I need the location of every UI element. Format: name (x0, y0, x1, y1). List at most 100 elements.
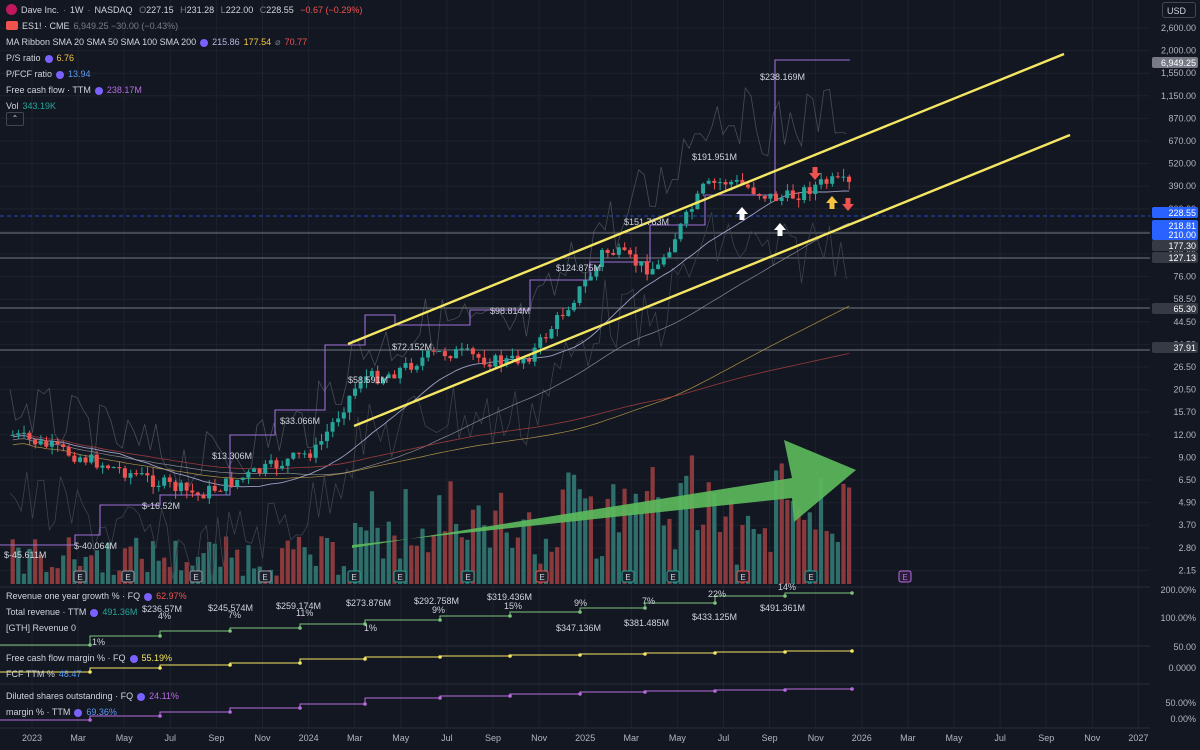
growth-arrow[interactable] (352, 440, 856, 548)
trend-channel[interactable] (347, 52, 1071, 428)
price-axis[interactable]: 2,600.00 2,000.00 1,550.00 1,150.00 870.00 67… (1150, 0, 1200, 728)
price-label-tag[interactable]: 65.30 (1152, 303, 1198, 314)
earnings-marker[interactable]: E (189, 570, 203, 583)
price-label-tag[interactable]: 6,949.25 (1152, 57, 1198, 68)
diluted-settings-icon[interactable] (137, 693, 146, 701)
time-tick[interactable]: Nov (531, 733, 548, 743)
time-tick[interactable]: May (392, 733, 410, 743)
es-legend[interactable]: ES1! · CME 6,949.25 −30.00 (−0.43%) (6, 18, 182, 34)
time-tick[interactable]: Sep (485, 733, 501, 743)
fcf-margin-legend[interactable]: Free cash flow margin % · FQ 55.19% (6, 650, 176, 666)
collapse-legend-button[interactable]: ⌃ (6, 112, 24, 126)
candle-body (768, 193, 773, 199)
time-tick[interactable]: Nov (254, 733, 271, 743)
time-tick[interactable]: 2027 (1128, 733, 1148, 743)
candle-body (38, 440, 43, 445)
earnings-box (666, 570, 680, 583)
price-tick: 520.00 (1168, 159, 1196, 169)
time-tick[interactable]: Jul (994, 733, 1006, 743)
earnings-marker[interactable]: E (736, 570, 750, 583)
currency-selector[interactable]: USD (1162, 2, 1196, 18)
pfcf-settings-icon[interactable] (56, 71, 65, 79)
candle-body (622, 247, 627, 251)
earnings-marker[interactable]: E (73, 570, 87, 583)
time-tick[interactable]: May (116, 733, 134, 743)
time-tick[interactable]: Sep (1038, 733, 1054, 743)
earnings-marker[interactable]: E (535, 570, 549, 583)
time-tick[interactable]: Mar (70, 733, 86, 743)
time-tick[interactable]: 2026 (852, 733, 872, 743)
price-label-tag[interactable]: 37.91 (1152, 342, 1198, 353)
earnings-marker[interactable]: E (258, 570, 272, 583)
earnings-marker[interactable]: E (621, 570, 635, 583)
diluted-legend[interactable]: Diluted shares outstanding · FQ 24.11% (6, 688, 183, 704)
timeframe[interactable]: 1W (70, 5, 84, 15)
earnings-marker[interactable]: E (461, 570, 475, 583)
time-tick[interactable]: 2023 (22, 733, 42, 743)
indicator-legend-pfcf[interactable]: P/FCF ratio 13.94 (6, 66, 95, 82)
candle-body (459, 348, 464, 350)
earnings-marker[interactable]: E (347, 570, 361, 583)
total-rev-settings-icon[interactable] (90, 609, 99, 617)
fcf-margin-settings-icon[interactable] (129, 655, 138, 663)
growth-arrow-shape[interactable] (352, 440, 856, 548)
time-tick[interactable]: 2024 (299, 733, 319, 743)
volume-bar (588, 496, 593, 584)
earnings-marker[interactable]: E (666, 570, 680, 583)
time-axis[interactable]: 2023 Mar May Jul Sep Nov 2024 Mar May Jul Sep Nov 20… (0, 727, 1200, 750)
time-tick[interactable]: Sep (762, 733, 778, 743)
time-tick[interactable]: Jul (165, 733, 177, 743)
ma-settings-icon[interactable] (200, 39, 209, 47)
volume-bar (465, 539, 470, 584)
time-tick[interactable]: May (669, 733, 687, 743)
price-label-tag[interactable]: 210.00 (1152, 229, 1198, 240)
time-tick[interactable]: Jul (718, 733, 730, 743)
fcf-ttm-legend[interactable]: FCF TTM % 48.47 (6, 666, 85, 682)
time-tick[interactable]: May (945, 733, 963, 743)
rev-growth-legend[interactable]: Revenue one year growth % · FQ 62.97% (6, 588, 191, 604)
symbol-legend[interactable]: Dave Inc. · 1W · NASDAQ O227.15 H231.28 L222… (6, 2, 366, 18)
volume-bar (111, 574, 116, 584)
price-label-tag[interactable]: 218.81 (1152, 220, 1198, 231)
time-tick[interactable]: Mar (624, 733, 640, 743)
earnings-marker-future[interactable]: E (898, 570, 912, 583)
total-rev-legend[interactable]: Total revenue · TTM 491.36M (6, 604, 141, 620)
earnings-marker[interactable]: E (393, 570, 407, 583)
price-label-tag[interactable]: 127.13 (1152, 252, 1198, 263)
candle-body (818, 179, 823, 185)
indicator-legend-ps[interactable]: P/S ratio 6.76 (6, 50, 78, 66)
price-label-tag[interactable]: 228.55 (1152, 207, 1198, 218)
ps-settings-icon[interactable] (44, 55, 53, 63)
ma-legend[interactable]: MA Ribbon SMA 20 SMA 50 SMA 100 SMA 200 2… (6, 37, 308, 47)
candle-body (341, 412, 346, 419)
pfcf-label: P/FCF ratio (6, 69, 53, 79)
time-tick[interactable]: 2025 (575, 733, 595, 743)
candle-body (605, 249, 610, 253)
candle-body (235, 479, 240, 487)
fcf-label: Free cash flow · TTM (6, 85, 91, 95)
fcf-settings-icon[interactable] (94, 87, 103, 95)
rev-growth-settings-icon[interactable] (144, 593, 153, 601)
time-tick[interactable]: Mar (900, 733, 916, 743)
price-label-tag[interactable]: 177.30 (1152, 240, 1198, 251)
time-tick[interactable]: Nov (1084, 733, 1101, 743)
gth-legend[interactable]: [GTH] Revenue 0 (6, 620, 80, 636)
time-tick[interactable]: Nov (808, 733, 825, 743)
indicator-legend-vol[interactable]: Vol 343.19K (6, 98, 60, 114)
time-tick[interactable]: Sep (208, 733, 224, 743)
earnings-marker[interactable]: E (121, 570, 135, 583)
time-tick[interactable]: Jul (441, 733, 453, 743)
channel-upper-line[interactable] (347, 52, 1065, 346)
indicator-legend-fcf[interactable]: Free cash flow · TTM 238.17M (6, 82, 146, 98)
candle-body (313, 444, 318, 458)
channel-lower-line[interactable] (353, 133, 1071, 428)
margin-settings-icon[interactable] (74, 709, 83, 717)
margin-legend[interactable]: margin % · TTM 69.36% (6, 704, 121, 720)
volume-bar (566, 472, 571, 584)
candle-body (122, 468, 127, 478)
lower-axis-tick: 50.00 (1173, 642, 1196, 652)
earnings-marker[interactable]: E (804, 570, 818, 583)
time-tick[interactable]: Mar (347, 733, 363, 743)
